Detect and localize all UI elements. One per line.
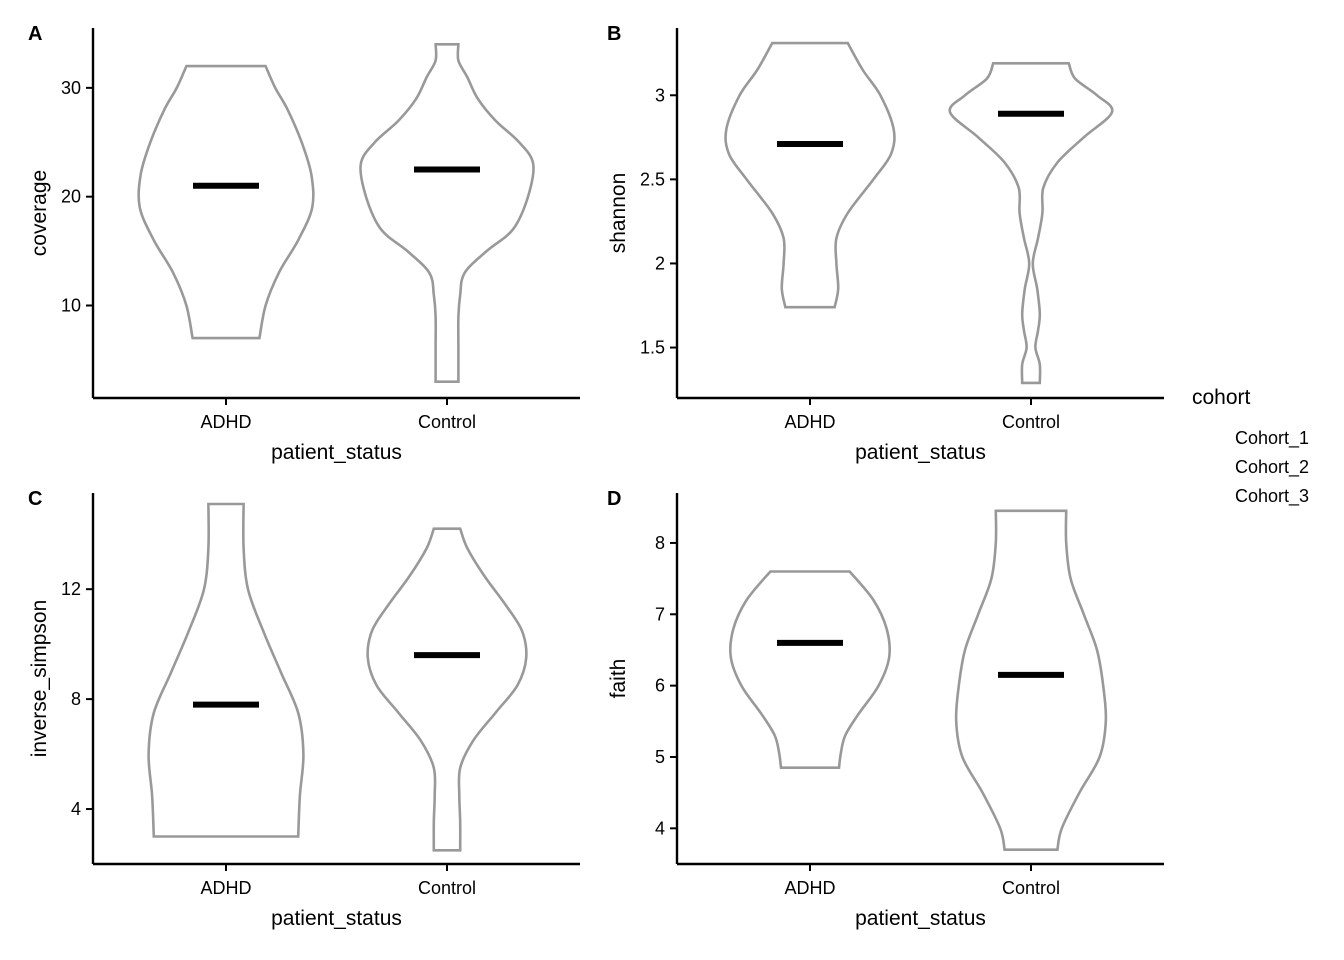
panel-letter: B — [607, 23, 621, 45]
y-tick-label: 20 — [61, 187, 81, 207]
y-tick-label: 6 — [655, 676, 665, 696]
violin-adhd — [724, 41, 896, 309]
x-tick-label: Control — [1002, 878, 1060, 898]
y-tick-label: 8 — [655, 533, 665, 553]
x-tick-label: Control — [418, 412, 476, 432]
violin-control — [359, 43, 535, 383]
panel-letter: A — [28, 23, 42, 45]
y-axis-title: faith — [607, 659, 630, 699]
x-tick-label: ADHD — [784, 878, 835, 898]
violin-control — [366, 527, 528, 852]
y-tick-label: 2 — [655, 253, 665, 273]
x-tick-label: Control — [418, 878, 476, 898]
x-tick-label: ADHD — [200, 412, 251, 432]
violin-adhd — [728, 570, 892, 769]
panel-a: A 10 20 30 ADHD Control patient_status coverage — [28, 23, 580, 464]
y-tick-label: 7 — [655, 604, 665, 624]
legend: cohort Cohort_1 Cohort_2 Cohort_3 — [1192, 386, 1309, 507]
x-axis-title: patient_status — [271, 907, 402, 930]
legend-item-cohort-1: Cohort_1 — [1235, 428, 1309, 449]
y-tick-label: 10 — [61, 296, 81, 316]
y-tick-label: 30 — [61, 78, 81, 98]
panel-d: D 4 5 6 7 8 ADHD Control patient_status faith — [607, 488, 1164, 930]
x-tick-label: ADHD — [200, 878, 251, 898]
x-axis-title: patient_status — [855, 907, 986, 930]
violin-control — [954, 509, 1108, 851]
y-tick-label: 5 — [655, 747, 665, 767]
y-tick-label: 12 — [61, 579, 81, 599]
y-axis-title: coverage — [28, 170, 51, 256]
legend-item-cohort-3: Cohort_3 — [1235, 486, 1309, 507]
y-axis-title: inverse_simpson — [28, 600, 51, 758]
y-tick-label: 4 — [71, 799, 81, 819]
legend-title: cohort — [1192, 386, 1251, 409]
y-tick-label: 2.5 — [640, 169, 665, 189]
x-axis-title: patient_status — [271, 441, 402, 464]
panel-b: B 1.5 2 2.5 3 ADHD Control patient_status shanno… — [607, 23, 1164, 464]
y-tick-label: 8 — [71, 689, 81, 709]
violin-control — [948, 62, 1114, 385]
x-tick-label: Control — [1002, 412, 1060, 432]
y-tick-label: 3 — [655, 85, 665, 105]
panel-letter: D — [607, 488, 621, 510]
y-axis-title: shannon — [607, 173, 630, 254]
legend-item-cohort-2: Cohort_2 — [1235, 457, 1309, 478]
panels: A 10 20 30 ADHD Control patient_status coverage… — [28, 23, 1164, 930]
x-axis-title: patient_status — [855, 441, 986, 464]
x-tick-label: ADHD — [784, 412, 835, 432]
panel-c: C 4 8 12 ADHD Control patient_status inverse_si… — [28, 488, 580, 930]
y-tick-label: 4 — [655, 818, 665, 838]
y-tick-label: 1.5 — [640, 338, 665, 358]
violin-adhd — [137, 64, 315, 340]
violin-adhd — [147, 502, 305, 838]
panel-letter: C — [28, 488, 42, 510]
